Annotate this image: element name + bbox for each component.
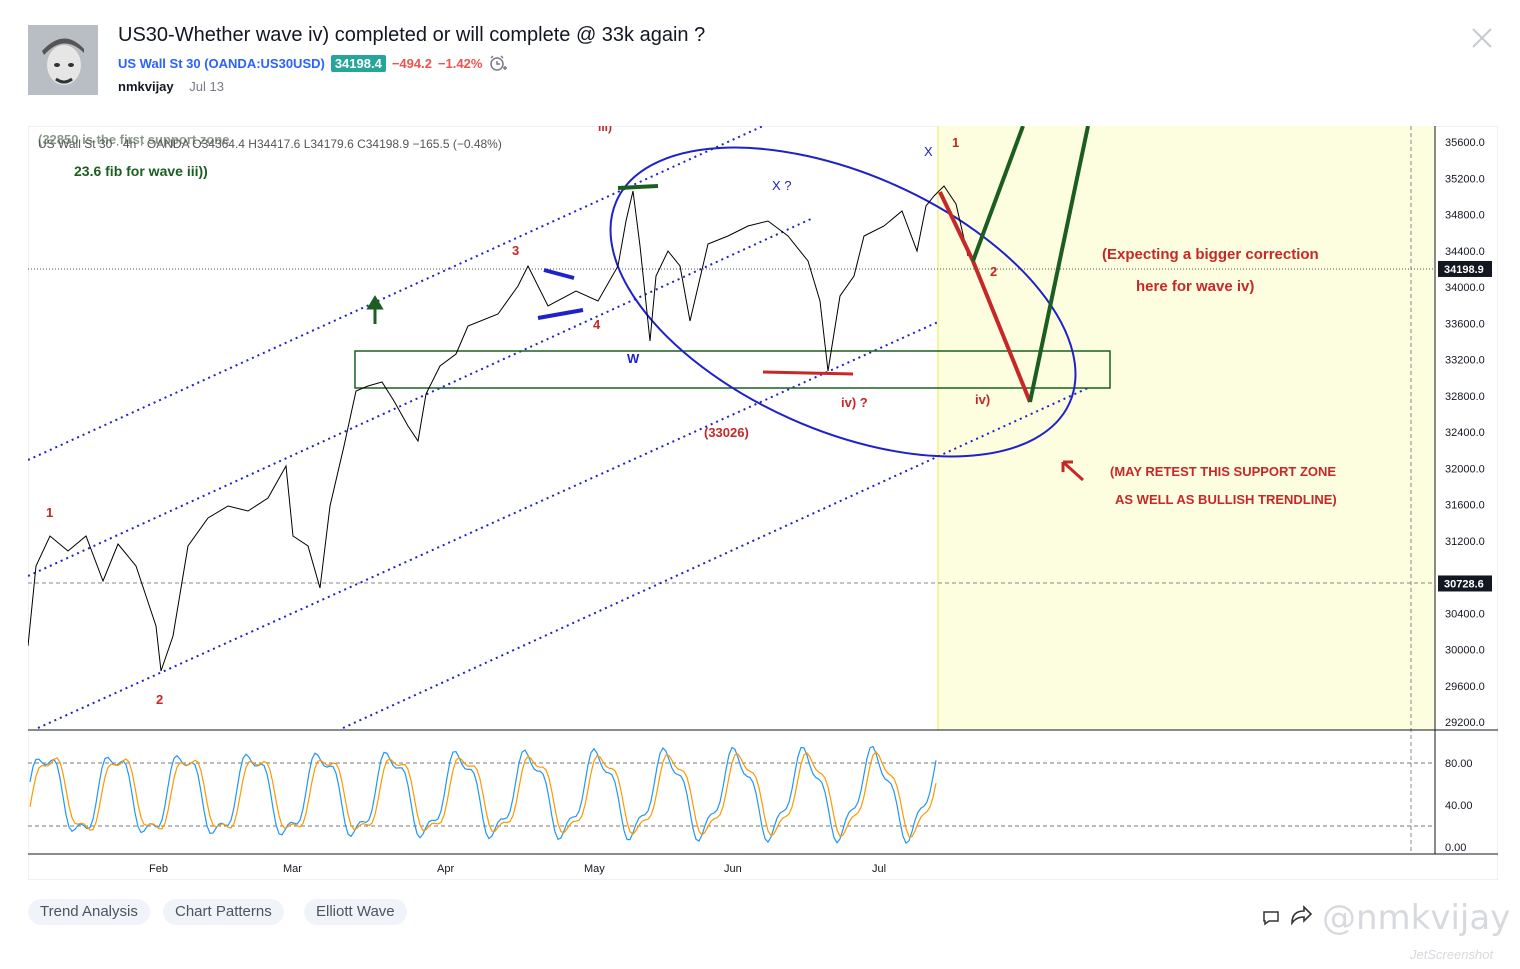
projected-rally-path	[971, 126, 1090, 403]
triangle-top-line	[543, 268, 575, 280]
channel-lower-line	[37, 321, 939, 729]
close-icon	[1472, 28, 1492, 48]
idea-title: US30-Whether wave iv) completed or will …	[118, 24, 706, 46]
wave-2-label-left: 2	[156, 692, 163, 707]
stochastic-oscillator	[28, 745, 1435, 845]
month-tick-label: Jun	[724, 863, 742, 875]
price-tick-label: 33600.0	[1445, 318, 1485, 330]
tag-trend-analysis[interactable]: Trend Analysis	[28, 899, 150, 925]
price-axis: 35600.0 35200.0 34800.0 34400.0 34000.0 33600…	[1438, 137, 1492, 729]
publish-date: Jul 13	[189, 79, 224, 94]
month-tick-label: Apr	[437, 863, 454, 875]
arrow-up-left-icon	[1061, 460, 1085, 482]
month-tick-label: Jul	[872, 863, 886, 875]
retest-note-line2: AS WELL AS BULLISH TRENDLINE)	[1115, 492, 1337, 507]
trend-channel	[28, 126, 1089, 729]
price-tick-label: 31200.0	[1445, 536, 1485, 548]
author-watermark: @nmkvijay	[1322, 898, 1511, 938]
month-tick-label: May	[584, 863, 605, 875]
wave-x-question-label: X ?	[772, 178, 792, 193]
wave-1-label-right: 1	[952, 135, 959, 150]
comment-icon[interactable]	[1262, 909, 1280, 927]
level-33026-label: (33026)	[704, 425, 749, 440]
support-note-text: (32850 is the first support zone	[38, 132, 229, 147]
wave-iv-question-label: iv) ?	[841, 395, 868, 410]
stochastic-k-line	[29, 745, 937, 845]
correction-note-line2: here for wave iv)	[1136, 278, 1254, 295]
wave-3-label: 3	[512, 243, 519, 258]
wave-iv-ellipse	[609, 146, 1077, 458]
osc-tick-label: 40.00	[1445, 800, 1473, 812]
oscillator-axis: 80.00 40.00 0.00	[1445, 758, 1473, 854]
level-price-badge: 30728.6	[1444, 578, 1484, 590]
price-tick-label: 34000.0	[1445, 282, 1485, 294]
arrow-up-icon	[366, 295, 384, 324]
fib-note-text: 23.6 fib for wave iii))	[74, 163, 208, 179]
stochastic-d-line	[29, 750, 937, 838]
retest-note-line1: (MAY RETEST THIS SUPPORT ZONE	[1110, 464, 1336, 479]
price-tick-label: 31600.0	[1445, 500, 1485, 512]
price-tick-label: 35200.0	[1445, 173, 1485, 185]
share-bar: @nmkvijay	[1262, 898, 1510, 938]
price-tick-label: 35600.0	[1445, 137, 1485, 149]
current-price-badge: 34198.9	[1444, 264, 1484, 276]
price-badge: 34198.4	[330, 54, 386, 72]
wave-iv-label: iv)	[975, 392, 990, 407]
author-avatar[interactable]	[28, 25, 98, 95]
osc-tick-label: 80.00	[1445, 758, 1473, 770]
current-price-badge-bg	[1438, 260, 1492, 277]
osc-tick-label: 0.00	[1445, 842, 1466, 854]
price-tick-label: 30400.0	[1445, 608, 1485, 620]
avatar-image-icon	[28, 25, 98, 95]
wave-1-label-left: 1	[46, 505, 53, 520]
price-tick-label: 29200.0	[1445, 717, 1485, 729]
wave-x-label: X	[924, 144, 933, 159]
price-change-percent: −1.42%	[437, 55, 483, 71]
tag-elliott-wave[interactable]: Elliott Wave	[304, 899, 407, 925]
pattern-lines	[366, 126, 1090, 482]
month-tick-label: Feb	[149, 863, 168, 875]
price-tick-label: 34800.0	[1445, 210, 1485, 222]
alarm-clock-icon[interactable]	[488, 54, 508, 72]
price-chart[interactable]: 35600.0 35200.0 34800.0 34400.0 34000.0 33600…	[28, 126, 1498, 880]
wave-4-label: 4	[593, 317, 601, 332]
projection-zone	[938, 126, 1435, 730]
channel-upper-line	[28, 126, 764, 461]
wave-iv-low-marker	[762, 370, 854, 376]
author-name[interactable]: nmkvijay	[118, 79, 174, 94]
author-row: nmkvijay Jul 13	[118, 79, 224, 94]
tag-chart-patterns[interactable]: Chart Patterns	[163, 899, 284, 925]
annotations: (32850 is the first support zone US Wall…	[38, 126, 1337, 707]
price-tick-label: 29600.0	[1445, 681, 1485, 693]
price-tick-label: 32800.0	[1445, 391, 1485, 403]
price-tick-label: 32000.0	[1445, 463, 1485, 475]
channel-bottom-line	[342, 387, 1089, 729]
correction-note-line1: (Expecting a bigger correction	[1102, 246, 1319, 263]
wave-w-label: W	[627, 351, 640, 366]
time-axis: Feb Mar Apr May Jun Jul	[149, 863, 886, 875]
triangle-bottom-line	[537, 308, 584, 320]
symbol-link[interactable]: US Wall St 30 (OANDA:US30USD)	[118, 55, 325, 71]
price-tick-label: 30000.0	[1445, 645, 1485, 657]
wave-iii-top-marker	[617, 184, 659, 190]
price-change: −494.2	[391, 55, 432, 71]
share-icon[interactable]	[1288, 905, 1314, 931]
wave-2-label-right: 2	[990, 264, 997, 279]
month-tick-label: Mar	[283, 863, 302, 875]
level-price-badge-bg	[1438, 575, 1492, 592]
price-tick-label: 32400.0	[1445, 427, 1485, 439]
price-series	[28, 185, 969, 672]
price-tick-label: 33200.0	[1445, 355, 1485, 367]
close-button[interactable]	[1470, 26, 1494, 50]
chart-legend-text: US Wall St 30 · 4h · OANDA O34364.4 H344…	[38, 137, 502, 151]
screenshot-watermark: JetScreenshot	[1410, 947, 1494, 962]
wave-iii-label: iii)	[598, 126, 612, 134]
symbol-row: US Wall St 30 (OANDA:US30USD) 34198.4 −4…	[118, 54, 508, 72]
price-tick-label: 34400.0	[1445, 246, 1485, 258]
